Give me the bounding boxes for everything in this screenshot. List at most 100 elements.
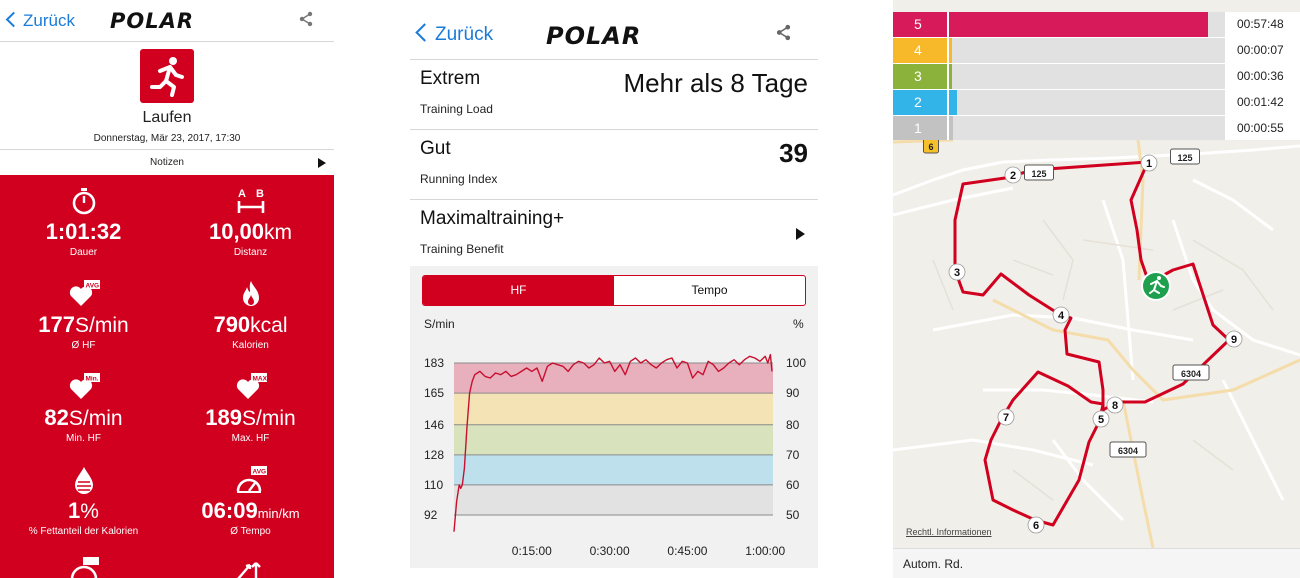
- stat-unit: S/min: [242, 407, 296, 430]
- zone-bar-track: [949, 38, 1225, 63]
- training-load-subtitle: Training Load: [420, 102, 493, 116]
- svg-text:125: 125: [1031, 169, 1046, 179]
- zone-label: 1: [893, 116, 947, 141]
- zone-time: 00:00:55: [1227, 116, 1300, 141]
- zone-row: 3 00:00:36: [893, 64, 1300, 90]
- street-lines: [893, 144, 1300, 522]
- zone-bar-fill: [949, 116, 954, 141]
- auto-laps-row[interactable]: Autom. Rd.: [893, 548, 1300, 578]
- km-marker[interactable]: 8: [1106, 396, 1124, 414]
- summary-screen: Zurück POLAR Laufen Donnerstag, Mär 23, …: [0, 0, 334, 578]
- hr-chart: 92 50 110 60 128 70 146 80 165 90 183 100 S/min % 0:15…: [424, 317, 806, 558]
- training-benefit-row[interactable]: Maximaltraining+ Training Benefit: [410, 200, 818, 270]
- tab-hf[interactable]: HF: [423, 276, 614, 305]
- badge-text: AVG: [85, 283, 99, 290]
- stat-unit: kcal: [250, 314, 288, 337]
- stat-unit: km: [264, 221, 293, 244]
- route-map[interactable]: 6 125 125 6304 6304 1 2 3 4 5 6 7 8 9: [893, 140, 1300, 548]
- road-number-label: 6304: [1172, 364, 1210, 381]
- km-marker[interactable]: 9: [1225, 330, 1243, 348]
- badge-text: MAX: [252, 376, 267, 383]
- stat-max-hr: MAX 189S/min Max. HF: [167, 371, 334, 444]
- road-number-label: 125: [1024, 164, 1054, 181]
- km-marker[interactable]: 4: [1052, 306, 1070, 324]
- km-marker[interactable]: 1: [1140, 154, 1158, 172]
- zone-band: [454, 454, 773, 485]
- km-marker[interactable]: 5: [1092, 410, 1110, 428]
- stat-label: % Fettanteil der Kalorien: [28, 526, 139, 537]
- y-axis-label-left: S/min: [424, 317, 455, 331]
- km-marker[interactable]: 2: [1004, 166, 1022, 184]
- tab-tempo[interactable]: Tempo: [691, 283, 728, 297]
- y-tick-right: 60: [786, 478, 800, 492]
- y-tick-right: 80: [786, 418, 800, 432]
- stat-value: 1: [68, 498, 81, 523]
- km-marker[interactable]: 3: [948, 263, 966, 281]
- stat-label: Dauer: [69, 247, 98, 258]
- hr-series-line: [453, 353, 773, 532]
- hr-chart-panel: HF Tempo 92 50 110 60 128 70 146 80 165 90 183 100 S…: [410, 266, 818, 568]
- y-tick-left: 128: [424, 448, 444, 462]
- stat-label: Min. HF: [66, 433, 101, 444]
- svg-text:3: 3: [954, 267, 960, 279]
- road-number-label: 125: [1170, 148, 1200, 165]
- svg-text:8: 8: [1112, 400, 1118, 412]
- zone-band: [454, 424, 773, 455]
- training-benefit-subtitle: Training Benefit: [420, 242, 504, 256]
- x-tick-label: 1:00:00: [745, 544, 785, 558]
- zone-bar-track: [949, 116, 1225, 141]
- legal-info-link[interactable]: Rechtl. Informationen: [906, 527, 992, 537]
- stat-value: 790: [213, 312, 251, 337]
- summary-header: Zurück POLAR: [0, 0, 334, 42]
- zone-label: 2: [893, 90, 947, 115]
- stat-duration: 1:01:32 Dauer: [0, 185, 167, 258]
- notes-row[interactable]: Notizen: [0, 149, 334, 175]
- heart-avg-icon: AVG: [69, 280, 100, 306]
- pace-gauge-icon: AVG: [236, 466, 267, 493]
- map-screen: 5 00:57:48 4 00:00:07 3 00:00:36 2 00:01:42 1 00:…: [893, 0, 1300, 578]
- back-button[interactable]: Zurück: [5, 11, 75, 31]
- x-tick-label: 0:45:00: [667, 544, 707, 558]
- back-button[interactable]: Zurück: [415, 23, 494, 46]
- y-tick-right: 100: [786, 356, 806, 370]
- training-screen: Zurück POLAR Extrem Training Load Mehr a…: [410, 0, 818, 578]
- km-marker[interactable]: 7: [997, 408, 1015, 426]
- svg-text:2: 2: [1010, 170, 1016, 182]
- svg-text:9: 9: [1231, 334, 1237, 346]
- share-icon[interactable]: [298, 11, 314, 27]
- zone-time: 00:00:36: [1227, 64, 1300, 89]
- stat-value: 1:01:32: [45, 219, 122, 244]
- badge-text: AVG: [252, 469, 266, 476]
- stat-calories: 790kcal Kalorien: [167, 278, 334, 351]
- zone-time: 00:00:07: [1227, 38, 1300, 63]
- max-gauge-icon: [70, 557, 99, 578]
- y-tick-left: 165: [424, 386, 444, 400]
- stat-min-hr: Min. 82S/min Min. HF: [0, 371, 167, 444]
- svg-text:B: B: [256, 188, 264, 200]
- running-index-row: Gut Running Index 39: [410, 130, 818, 200]
- svg-text:7: 7: [1003, 412, 1009, 424]
- training-benefit-title: Maximaltraining+: [420, 208, 565, 229]
- svg-text:6: 6: [928, 142, 933, 152]
- share-icon[interactable]: [775, 24, 792, 41]
- road-number-label: 6304: [1109, 441, 1147, 458]
- polar-logo: POLAR: [110, 9, 195, 33]
- y-tick-right: 50: [786, 508, 800, 522]
- zone-band: [454, 484, 773, 515]
- polar-logo: POLAR: [546, 22, 642, 50]
- running-icon: [140, 49, 194, 103]
- current-position-running-icon[interactable]: [1141, 271, 1171, 301]
- zone-label: 5: [893, 12, 947, 37]
- minor-streets: [932, 219, 1274, 501]
- stat-value: 189: [205, 405, 243, 430]
- zone-row: 2 00:01:42: [893, 90, 1300, 116]
- badge-text: Min.: [85, 376, 98, 383]
- zone-label: 3: [893, 64, 947, 89]
- stat-label: Ø HF: [71, 340, 96, 351]
- km-marker[interactable]: 6: [1027, 516, 1045, 534]
- back-label: Zurück: [435, 24, 494, 45]
- zone-row: 4 00:00:07: [893, 38, 1300, 64]
- zone-bar-track: [949, 90, 1225, 115]
- svg-text:6304: 6304: [1181, 369, 1201, 379]
